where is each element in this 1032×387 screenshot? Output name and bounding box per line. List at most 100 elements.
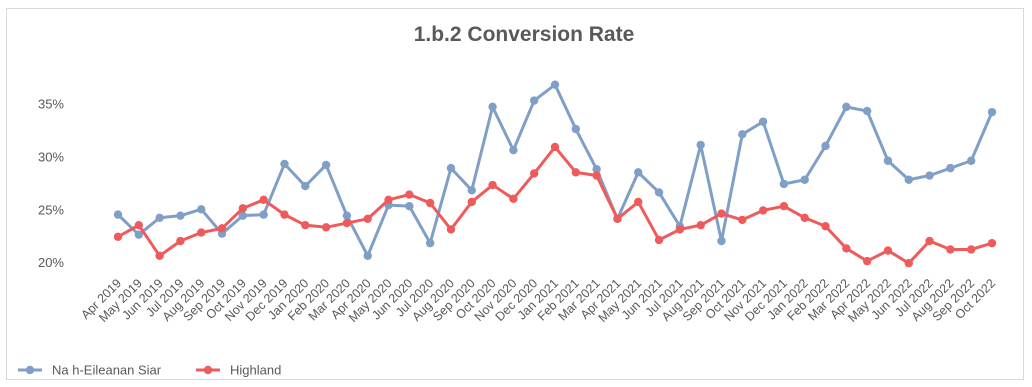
data-point-na-h-eileanan-siar: [113, 210, 123, 219]
data-point-na-h-eileanan-siar: [883, 156, 893, 165]
data-point-highland: [134, 220, 144, 230]
data-point-highland: [987, 238, 997, 248]
data-point-highland: [592, 171, 601, 180]
y-tick-label: 25%: [38, 202, 64, 217]
series-line-highland: [116, 145, 994, 265]
data-point-highland: [217, 224, 227, 233]
data-point-highland: [238, 204, 248, 213]
data-point-na-h-eileanan-siar: [301, 181, 310, 191]
data-point-na-h-eileanan-siar: [529, 96, 539, 105]
data-point-highland: [654, 235, 664, 245]
data-point-highland: [529, 169, 539, 178]
legend-swatch-marker: [25, 365, 35, 375]
data-point-na-h-eileanan-siar: [134, 230, 144, 239]
data-point-highland: [176, 236, 185, 246]
data-point-na-h-eileanan-siar: [405, 201, 414, 211]
legend-label: Highland: [230, 363, 281, 378]
data-point-highland: [696, 220, 705, 230]
data-point-highland: [155, 251, 164, 261]
data-point-na-h-eileanan-siar: [425, 238, 435, 248]
data-point-highland: [925, 236, 934, 246]
data-point-highland: [405, 190, 414, 199]
data-point-na-h-eileanan-siar: [321, 160, 331, 170]
y-axis: 35% 30% 25% 20%: [38, 97, 64, 270]
data-point-highland: [800, 213, 809, 222]
data-point-na-h-eileanan-siar: [779, 179, 789, 189]
data-point-highland: [883, 246, 893, 255]
data-point-na-h-eileanan-siar: [821, 141, 830, 151]
data-point-highland: [280, 210, 289, 219]
data-point-na-h-eileanan-siar: [738, 130, 747, 139]
data-point-na-h-eileanan-siar: [717, 236, 726, 246]
data-point-na-h-eileanan-siar: [197, 205, 206, 214]
data-point-highland: [571, 168, 581, 177]
y-tick-label: 30%: [38, 150, 64, 165]
legend-swatch-marker: [203, 365, 213, 375]
data-point-na-h-eileanan-siar: [342, 211, 352, 220]
series-line-na-h-eileanan-siar: [116, 83, 994, 258]
data-point-highland: [488, 180, 497, 190]
data-point-na-h-eileanan-siar: [592, 164, 601, 174]
y-tick-label: 35%: [38, 97, 64, 112]
data-point-highland: [738, 215, 747, 225]
data-point-highland: [675, 225, 685, 234]
data-point-na-h-eileanan-siar: [446, 163, 456, 173]
data-point-highland: [363, 214, 372, 224]
y-tick-label: 20%: [38, 255, 64, 270]
data-point-highland: [862, 256, 872, 266]
data-point-na-h-eileanan-siar: [571, 124, 581, 134]
data-point-na-h-eileanan-siar: [176, 211, 185, 220]
data-point-na-h-eileanan-siar: [259, 210, 268, 219]
data-point-na-h-eileanan-siar: [696, 140, 705, 150]
data-point-highland: [966, 245, 976, 254]
data-point-highland: [842, 244, 851, 253]
data-point-na-h-eileanan-siar: [987, 107, 997, 117]
data-point-na-h-eileanan-siar: [966, 156, 976, 165]
data-point-na-h-eileanan-siar: [467, 186, 476, 195]
data-point-na-h-eileanan-siar: [800, 175, 809, 184]
data-point-highland: [550, 142, 560, 152]
data-point-highland: [779, 201, 789, 211]
data-point-na-h-eileanan-siar: [155, 213, 164, 222]
data-point-na-h-eileanan-siar: [904, 175, 913, 184]
plot-area: [113, 80, 997, 268]
legend-item-highland: Highland: [196, 363, 281, 378]
data-point-na-h-eileanan-siar: [509, 145, 518, 155]
data-point-na-h-eileanan-siar: [363, 251, 372, 261]
data-point-highland: [259, 195, 268, 205]
chart-title: 1.b.2 Conversion Rate: [414, 23, 635, 46]
data-point-highland: [758, 206, 768, 215]
data-point-na-h-eileanan-siar: [862, 106, 872, 116]
data-point-na-h-eileanan-siar: [925, 171, 934, 180]
chart-frame: [6, 8, 1024, 380]
data-point-highland: [467, 197, 476, 207]
data-point-highland: [821, 222, 830, 231]
data-point-highland: [197, 228, 206, 237]
data-point-highland: [613, 214, 622, 224]
data-point-highland: [634, 197, 643, 207]
data-point-na-h-eileanan-siar: [654, 188, 664, 197]
legend: Na h-Eileanan Siar Highland: [18, 363, 281, 378]
data-point-highland: [904, 259, 913, 268]
legend-item-na-h-eileanan-siar: Na h-Eileanan Siar: [18, 363, 162, 378]
data-point-na-h-eileanan-siar: [280, 159, 289, 169]
data-point-highland: [301, 220, 310, 230]
data-point-na-h-eileanan-siar: [550, 80, 560, 89]
data-point-na-h-eileanan-siar: [946, 163, 955, 173]
data-point-na-h-eileanan-siar: [238, 211, 248, 220]
data-point-highland: [425, 198, 435, 208]
data-point-na-h-eileanan-siar: [758, 117, 768, 126]
data-point-na-h-eileanan-siar: [842, 102, 851, 112]
data-point-highland: [113, 232, 123, 241]
legend-label: Na h-Eileanan Siar: [52, 363, 162, 378]
data-point-na-h-eileanan-siar: [488, 102, 497, 112]
data-point-highland: [509, 194, 518, 203]
data-point-highland: [384, 195, 393, 205]
data-point-highland: [946, 245, 955, 254]
data-point-highland: [717, 209, 726, 218]
data-point-highland: [342, 218, 352, 228]
data-point-highland: [321, 223, 331, 232]
data-point-highland: [446, 225, 456, 234]
